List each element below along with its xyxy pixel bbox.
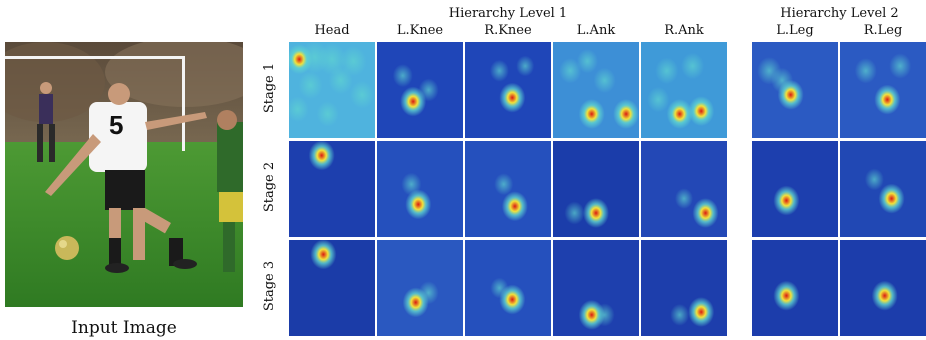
row-label-stage-2: Stage 2 bbox=[262, 161, 277, 213]
heatmap-stage2-l-ank bbox=[553, 141, 639, 237]
heatmap-stage2-r-leg bbox=[840, 141, 926, 237]
heatmap-stage1-r-ank bbox=[641, 42, 727, 138]
col-label-l-leg: L.Leg bbox=[776, 23, 814, 38]
heatmap-stage2-r-knee bbox=[465, 141, 551, 237]
col-label-l-ank: L.Ank bbox=[576, 23, 616, 38]
heatmap-stage3-head bbox=[289, 240, 375, 336]
heatmap-stage3-l-knee bbox=[377, 240, 463, 336]
col-label-r-ank: R.Ank bbox=[664, 23, 704, 38]
heatmap-stage3-r-leg bbox=[840, 240, 926, 336]
heatmap-stage3-r-ank bbox=[641, 240, 727, 336]
col-label-l-knee: L.Knee bbox=[396, 23, 444, 38]
heatmap-stage1-r-leg bbox=[840, 42, 926, 138]
col-label-r-knee: R.Knee bbox=[484, 23, 532, 38]
col-label-head: Head bbox=[314, 23, 350, 38]
input-image: 5 bbox=[5, 42, 243, 307]
jersey-number: 5 bbox=[109, 110, 123, 140]
col-label-r-leg: R.Leg bbox=[863, 23, 903, 38]
heatmap-stage3-r-knee bbox=[465, 240, 551, 336]
heatmap-stage1-l-knee bbox=[377, 42, 463, 138]
group-title-level-2: Hierarchy Level 2 bbox=[780, 6, 899, 21]
heatmap-stage3-l-ank bbox=[553, 240, 639, 336]
heatmap-stage2-l-knee bbox=[377, 141, 463, 237]
heatmap-stage3-l-leg bbox=[752, 240, 838, 336]
heatmap-stage1-l-ank bbox=[553, 42, 639, 138]
heatmap-stage1-l-leg bbox=[752, 42, 838, 138]
heatmap-stage2-r-ank bbox=[641, 141, 727, 237]
row-label-stage-3: Stage 3 bbox=[262, 260, 277, 312]
heatmap-stage2-head bbox=[289, 141, 375, 237]
row-label-stage-1: Stage 1 bbox=[262, 62, 277, 114]
input-image-caption: Input Image bbox=[71, 318, 177, 338]
heatmap-stage1-head bbox=[289, 42, 375, 138]
group-title-level-1: Hierarchy Level 1 bbox=[448, 6, 568, 21]
heatmap-stage1-r-knee bbox=[465, 42, 551, 138]
heatmap-stage2-l-leg bbox=[752, 141, 838, 237]
